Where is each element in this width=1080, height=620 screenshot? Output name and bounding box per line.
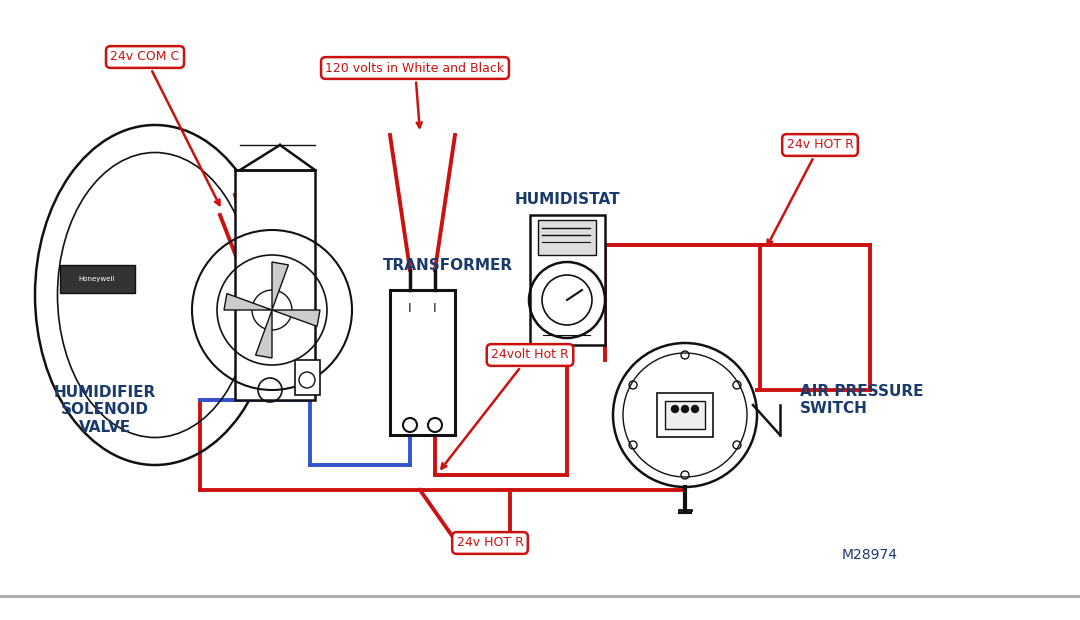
Text: 24v COM C: 24v COM C (110, 50, 219, 205)
Circle shape (681, 405, 689, 412)
Text: AIR PRESSURE
SWITCH: AIR PRESSURE SWITCH (800, 384, 923, 416)
Text: HUMIDISTAT: HUMIDISTAT (514, 192, 620, 208)
Polygon shape (256, 310, 272, 358)
Text: 120 volts in White and Black: 120 volts in White and Black (325, 61, 504, 128)
FancyBboxPatch shape (235, 170, 315, 400)
FancyBboxPatch shape (538, 220, 596, 255)
Text: 24volt Hot R: 24volt Hot R (442, 348, 569, 469)
Polygon shape (272, 310, 320, 326)
FancyBboxPatch shape (530, 215, 605, 345)
Polygon shape (224, 294, 272, 310)
Text: I: I (433, 301, 436, 314)
Text: HUMIDIFIER
SOLENOID
VALVE: HUMIDIFIER SOLENOID VALVE (54, 385, 157, 435)
Text: M28974: M28974 (842, 548, 897, 562)
FancyBboxPatch shape (657, 393, 713, 437)
FancyBboxPatch shape (60, 265, 135, 293)
Text: TRANSFORMER: TRANSFORMER (383, 257, 513, 273)
FancyBboxPatch shape (295, 360, 320, 395)
Text: Honeywell: Honeywell (79, 276, 116, 282)
Circle shape (691, 405, 699, 412)
Polygon shape (272, 262, 288, 310)
Circle shape (672, 405, 678, 412)
Text: 24v HOT R: 24v HOT R (457, 536, 524, 549)
FancyBboxPatch shape (390, 290, 455, 435)
Text: I: I (408, 301, 411, 314)
Text: 24v HOT R: 24v HOT R (768, 138, 853, 245)
FancyBboxPatch shape (665, 401, 705, 429)
